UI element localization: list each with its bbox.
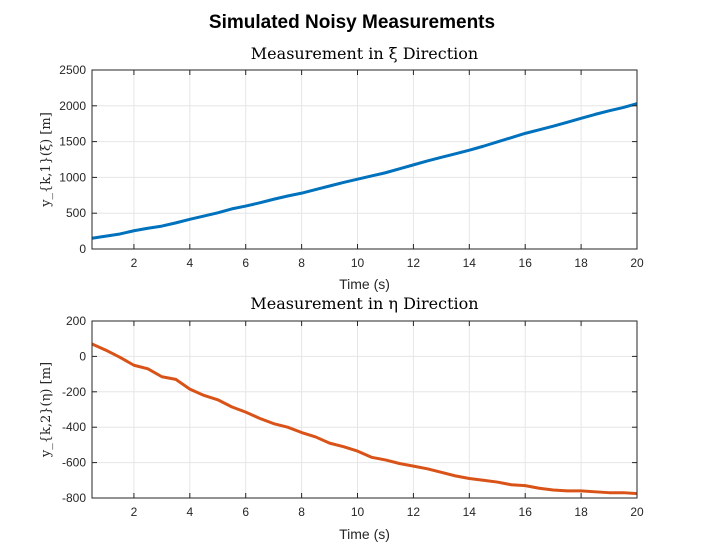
x-tick-label: 4 bbox=[186, 256, 193, 270]
x-axis-label: Time (s) bbox=[339, 276, 390, 292]
x-tick-label: 18 bbox=[574, 256, 588, 270]
x-tick-label: 6 bbox=[242, 256, 249, 270]
y-tick-label: 1500 bbox=[59, 135, 86, 149]
x-tick-label: 20 bbox=[630, 505, 644, 519]
x-tick-label: 18 bbox=[574, 505, 588, 519]
y-tick-label: 2500 bbox=[59, 63, 86, 77]
y-tick-label: 500 bbox=[66, 206, 86, 220]
axes-box bbox=[91, 320, 638, 499]
x-axis-label: Time (s) bbox=[339, 526, 390, 542]
series-line bbox=[91, 342, 638, 496]
y-tick-label: -600 bbox=[62, 456, 86, 470]
y-tick-label: 1000 bbox=[59, 170, 86, 184]
y-tick-label: -200 bbox=[62, 385, 86, 399]
axes-2: 2 4 6 8 10 12 14 16 18 20 -800 -600 -400 -200 0 200 Meas… bbox=[39, 294, 644, 542]
y-tick-label: 0 bbox=[79, 349, 86, 363]
x-tick-label: 16 bbox=[519, 505, 533, 519]
plot-area bbox=[92, 321, 637, 498]
x-tick-label: 2 bbox=[131, 505, 138, 519]
x-tick-label: 14 bbox=[463, 505, 477, 519]
axes-title: Measurement in ξ Direction bbox=[251, 44, 478, 63]
x-tick-label: 12 bbox=[407, 256, 421, 270]
y-tick-label: 0 bbox=[79, 242, 86, 256]
y-axis-label: y_{k,2}(η) [m] bbox=[39, 362, 54, 458]
x-tick-label: 12 bbox=[407, 505, 421, 519]
x-tick-label: 4 bbox=[186, 505, 193, 519]
x-tick-label: 20 bbox=[630, 256, 644, 270]
axes-box bbox=[91, 69, 638, 250]
figure-title: Simulated Noisy Measurements bbox=[209, 12, 495, 33]
series-line bbox=[91, 102, 638, 240]
y-axis-label: y_{k,1}(ξ) [m] bbox=[39, 112, 54, 208]
x-tick-label: 8 bbox=[298, 256, 305, 270]
y-tick-label: 2000 bbox=[59, 99, 86, 113]
x-tick-label: 14 bbox=[463, 256, 477, 270]
x-tick-label: 10 bbox=[351, 505, 365, 519]
x-tick-label: 10 bbox=[351, 256, 365, 270]
y-tick-label: -400 bbox=[62, 420, 86, 434]
axes-title: Measurement in η Direction bbox=[250, 294, 478, 313]
y-tick-label: 200 bbox=[66, 314, 86, 328]
y-tick-label: -800 bbox=[62, 491, 86, 505]
x-tick-label: 2 bbox=[131, 256, 138, 270]
plot-area bbox=[92, 70, 637, 249]
x-tick-label: 6 bbox=[242, 505, 249, 519]
axes-1: 2 4 6 8 10 12 14 16 18 20 0 500 1000 1500 2000 2500 Meas… bbox=[39, 44, 644, 292]
x-tick-label: 8 bbox=[298, 505, 305, 519]
x-tick-label: 16 bbox=[519, 256, 533, 270]
